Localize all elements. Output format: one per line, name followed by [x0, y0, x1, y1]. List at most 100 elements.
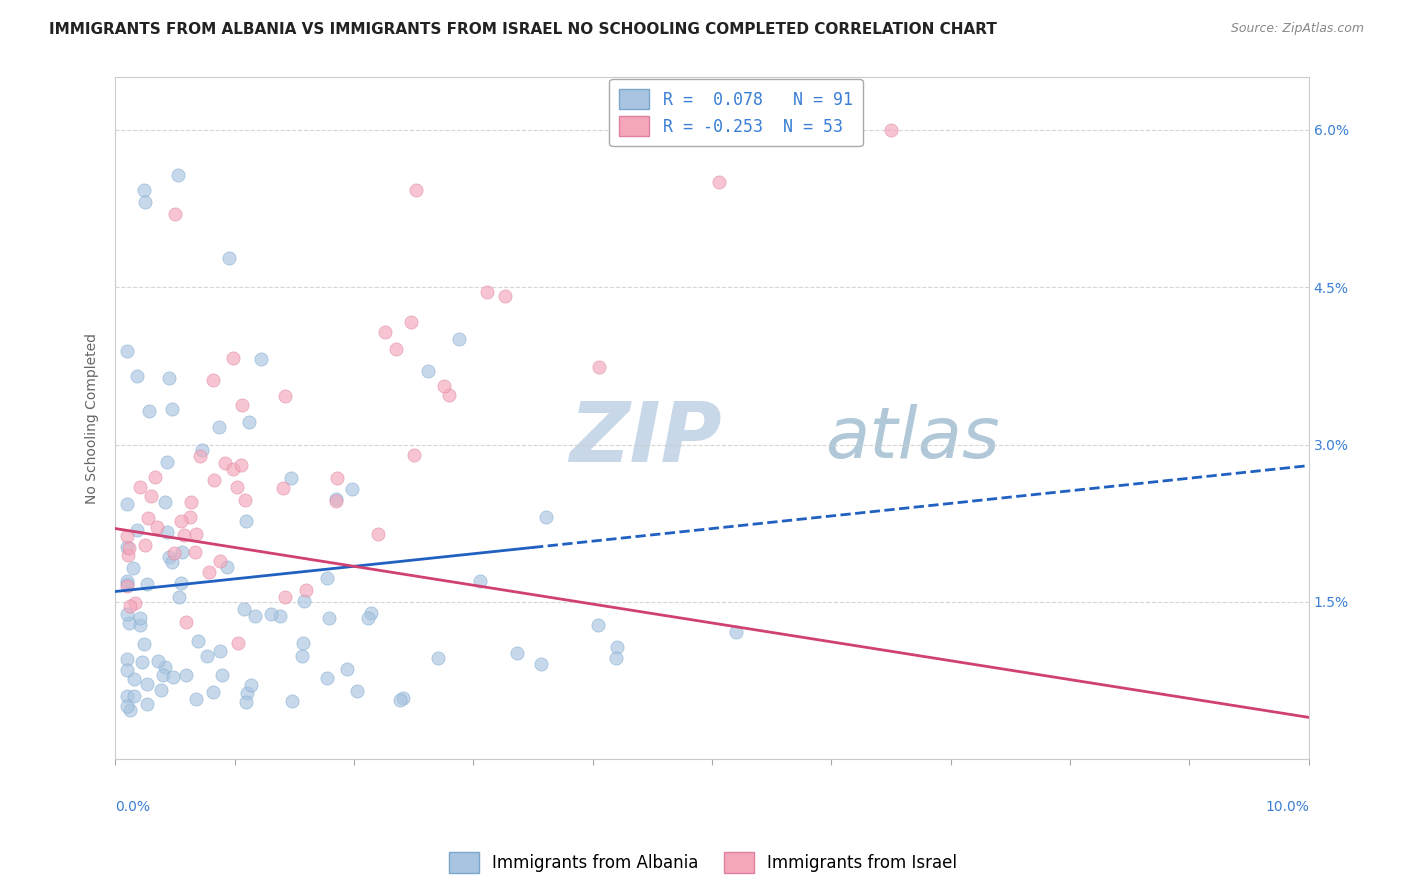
Point: [122, 689, 145, 703]
Point: [115, 690, 138, 704]
Point: [146, 520, 169, 534]
Point: [184, 527, 207, 541]
Text: 10.0%: 10.0%: [1265, 800, 1309, 814]
Point: [707, 175, 730, 189]
Point: [167, 168, 190, 182]
Point: [405, 183, 427, 197]
Point: [208, 420, 231, 434]
Point: [120, 599, 142, 614]
Point: [153, 495, 176, 509]
Point: [169, 575, 191, 590]
Point: [404, 448, 426, 462]
Point: [139, 489, 162, 503]
Point: [271, 481, 294, 495]
Point: [115, 497, 138, 511]
Point: [117, 616, 139, 631]
Point: [188, 449, 211, 463]
Point: [173, 528, 195, 542]
Point: [229, 458, 252, 472]
Point: [135, 697, 157, 711]
Point: [385, 342, 408, 356]
Point: [226, 636, 249, 650]
Point: [392, 691, 415, 706]
Point: [156, 525, 179, 540]
Point: [218, 252, 240, 266]
Point: [360, 607, 382, 621]
Point: [416, 364, 439, 378]
Point: [211, 668, 233, 682]
Point: [214, 456, 236, 470]
Point: [115, 663, 138, 677]
Point: [437, 388, 460, 402]
Text: 0.0%: 0.0%: [115, 800, 150, 814]
Point: [172, 545, 194, 559]
Point: [118, 541, 141, 556]
Point: [122, 561, 145, 575]
Point: [260, 607, 283, 621]
Point: [494, 289, 516, 303]
Point: [163, 546, 186, 560]
Point: [146, 654, 169, 668]
Point: [269, 608, 291, 623]
Point: [202, 685, 225, 699]
Point: [128, 480, 150, 494]
Point: [318, 610, 340, 624]
Point: [389, 692, 412, 706]
Point: [149, 683, 172, 698]
Point: [156, 454, 179, 468]
Point: [115, 576, 138, 591]
Point: [174, 615, 197, 629]
Point: [236, 685, 259, 699]
Point: [195, 648, 218, 663]
Point: [134, 195, 156, 210]
Point: [586, 617, 609, 632]
Point: [399, 315, 422, 329]
Point: [138, 403, 160, 417]
Point: [588, 360, 610, 375]
Point: [325, 491, 347, 506]
Point: [433, 378, 456, 392]
Point: [233, 493, 256, 508]
Point: [157, 549, 180, 564]
Point: [239, 678, 262, 692]
Text: atlas: atlas: [825, 404, 1000, 474]
Point: [153, 659, 176, 673]
Legend: R =  0.078   N = 91, R = -0.253  N = 53: R = 0.078 N = 91, R = -0.253 N = 53: [609, 79, 863, 146]
Point: [316, 571, 339, 585]
Point: [209, 644, 232, 658]
Point: [131, 656, 153, 670]
Point: [475, 285, 498, 299]
Point: [157, 370, 180, 384]
Point: [134, 538, 156, 552]
Point: [180, 494, 202, 508]
Point: [201, 373, 224, 387]
Point: [280, 471, 302, 485]
Point: [325, 493, 347, 508]
Point: [186, 691, 208, 706]
Point: [115, 607, 138, 622]
Point: [222, 461, 245, 475]
Point: [115, 652, 138, 666]
Point: [346, 684, 368, 698]
Point: [449, 332, 471, 346]
Text: ZIP: ZIP: [569, 399, 721, 479]
Point: [530, 657, 553, 672]
Point: [115, 574, 138, 588]
Point: [122, 672, 145, 686]
Point: [160, 401, 183, 416]
Point: [326, 471, 349, 485]
Point: [222, 351, 245, 365]
Point: [208, 554, 231, 568]
Point: [280, 694, 302, 708]
Text: IMMIGRANTS FROM ALBANIA VS IMMIGRANTS FROM ISRAEL NO SCHOOLING COMPLETED CORRELA: IMMIGRANTS FROM ALBANIA VS IMMIGRANTS FR…: [49, 22, 997, 37]
Point: [115, 344, 138, 359]
Point: [724, 625, 747, 640]
Point: [340, 482, 363, 496]
Point: [295, 583, 318, 598]
Point: [506, 646, 529, 660]
Point: [292, 594, 315, 608]
Text: Source: ZipAtlas.com: Source: ZipAtlas.com: [1230, 22, 1364, 36]
Point: [225, 480, 247, 494]
Point: [124, 596, 146, 610]
Point: [217, 560, 239, 574]
